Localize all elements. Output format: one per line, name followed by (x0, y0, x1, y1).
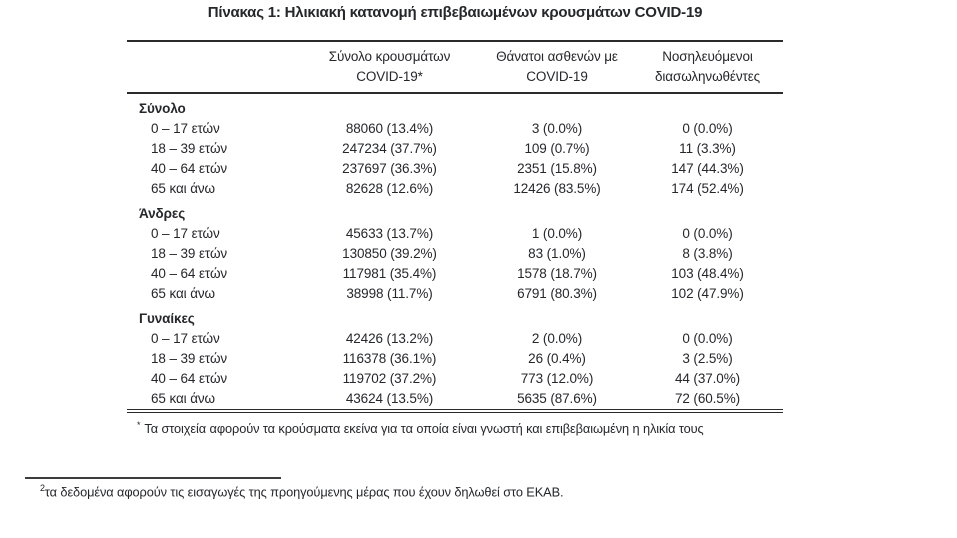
table-footnote-marker: * (137, 420, 141, 430)
table-row: 0 – 17 ετών 42426 (13.2%) 2 (0.0%) 0 (0.… (127, 329, 783, 349)
cell-total-cases: 42426 (13.2%) (345, 331, 434, 346)
cell-deaths: 773 (12.0%) (520, 371, 594, 386)
group-row-total: Σύνολο (127, 93, 783, 119)
group-label: Άνδρες (139, 206, 186, 221)
table-row: 65 και άνω 43624 (13.5%) 5635 (87.6%) 72… (127, 389, 783, 411)
cell-deaths: 3 (0.0%) (531, 121, 583, 136)
header-row: Σύνολο κρουσμάτων COVID-19* Θάνατοι ασθε… (127, 40, 783, 94)
cell-deaths: 1578 (18.7%) (517, 266, 597, 281)
column-header-line2: διασωληνωθέντες (654, 69, 761, 84)
column-header-line1: Θάνατοι ασθενών με (496, 49, 618, 64)
column-header-intubated: Νοσηλευόμενοι διασωληνωθέντες (632, 40, 783, 94)
cell-intubated: 102 (47.9%) (671, 286, 744, 301)
cell-intubated: 0 (0.0%) (682, 331, 733, 346)
cell-deaths: 26 (0.4%) (528, 351, 586, 366)
table-row: 0 – 17 ετών 88060 (13.4%) 3 (0.0%) 0 (0.… (127, 119, 783, 139)
age-band-label: 40 – 64 ετών (151, 371, 228, 386)
cell-deaths: 5635 (87.6%) (517, 391, 597, 406)
cell-intubated: 103 (48.4%) (671, 266, 744, 281)
table-footnote-text: Τα στοιχεία αφορούν τα κρούσματα εκείνα … (144, 421, 704, 437)
cell-total-cases: 43624 (13.5%) (345, 391, 434, 406)
cell-deaths: 109 (0.7%) (524, 141, 590, 156)
table-row: 65 και άνω 38998 (11.7%) 6791 (80.3%) 10… (127, 284, 783, 304)
age-band-label: 0 – 17 ετών (151, 226, 220, 241)
table-row: 40 – 64 ετών 117981 (35.4%) 1578 (18.7%)… (127, 264, 783, 284)
cell-intubated: 11 (3.3%) (679, 141, 736, 156)
table-title: Πίνακας 1: Ηλικιακή κατανομή επιβεβαιωμέ… (207, 4, 703, 21)
age-band-label: 65 και άνω (151, 286, 216, 301)
page-footnote-text: τα δεδομένα αφορούν τις εισαγωγές της πρ… (44, 484, 564, 500)
cell-total-cases: 116378 (36.1%) (342, 351, 437, 366)
cell-deaths: 2 (0.0%) (531, 331, 583, 346)
age-band-label: 18 – 39 ετών (151, 141, 228, 156)
table-row: 40 – 64 ετών 237697 (36.3%) 2351 (15.8%)… (127, 159, 783, 179)
cell-total-cases: 119702 (37.2%) (342, 371, 437, 386)
age-band-label: 65 και άνω (151, 181, 216, 196)
cell-intubated: 72 (60.5%) (674, 391, 741, 406)
table-row: 65 και άνω 82628 (12.6%) 12426 (83.5%) 1… (127, 179, 783, 199)
column-header-line2: COVID-19* (356, 69, 423, 84)
table-row: 18 – 39 ετών 130850 (39.2%) 83 (1.0%) 8 … (127, 244, 783, 264)
cell-total-cases: 38998 (11.7%) (346, 286, 433, 301)
group-row-men: Άνδρες (127, 199, 783, 224)
column-header-line1: Σύνολο κρουσμάτων (328, 49, 451, 64)
cell-total-cases: 45633 (13.7%) (345, 226, 434, 241)
cell-deaths: 83 (1.0%) (528, 246, 586, 261)
age-band-label: 0 – 17 ετών (151, 331, 220, 346)
cell-deaths: 6791 (80.3%) (517, 286, 597, 301)
cell-total-cases: 88060 (13.4%) (345, 121, 434, 136)
page-footnote-marker: 2 (40, 483, 45, 493)
cell-intubated: 3 (2.5%) (682, 351, 733, 366)
table-row: 18 – 39 ετών 247234 (37.7%) 109 (0.7%) 1… (127, 139, 783, 159)
page-footnote: 2τα δεδομένα αφορούν τις εισαγωγές της π… (25, 477, 564, 499)
table-footnote: * Τα στοιχεία αφορούν τα κρούσματα εκείνα… (127, 420, 783, 436)
age-band-label: 40 – 64 ετών (151, 266, 228, 281)
age-band-label: 40 – 64 ετών (151, 161, 228, 176)
cell-intubated: 147 (44.3%) (671, 161, 744, 176)
group-label: Σύνολο (139, 101, 186, 116)
column-header-total-cases: Σύνολο κρουσμάτων COVID-19* (297, 40, 482, 94)
footnote-divider (25, 477, 281, 479)
table-row: 0 – 17 ετών 45633 (13.7%) 1 (0.0%) 0 (0.… (127, 224, 783, 244)
cell-total-cases: 247234 (37.7%) (342, 141, 437, 156)
cell-deaths: 1 (0.0%) (531, 226, 583, 241)
column-header-line2: COVID-19 (526, 69, 588, 84)
age-band-label: 18 – 39 ετών (151, 351, 228, 366)
table-row: 40 – 64 ετών 119702 (37.2%) 773 (12.0%) … (127, 369, 783, 389)
cell-total-cases: 130850 (39.2%) (342, 246, 437, 261)
column-header-deaths: Θάνατοι ασθενών με COVID-19 (482, 40, 632, 94)
group-label: Γυναίκες (139, 311, 195, 326)
cell-intubated: 0 (0.0%) (682, 226, 733, 241)
age-band-label: 0 – 17 ετών (151, 121, 220, 136)
cell-intubated: 8 (3.8%) (682, 246, 733, 261)
covid-age-distribution-table: Σύνολο κρουσμάτων COVID-19* Θάνατοι ασθε… (127, 40, 783, 413)
page-footnote-line: 2τα δεδομένα αφορούν τις εισαγωγές της π… (25, 483, 564, 499)
table-row: 18 – 39 ετών 116378 (36.1%) 26 (0.4%) 3 … (127, 349, 783, 369)
group-row-women: Γυναίκες (127, 304, 783, 329)
cell-intubated: 0 (0.0%) (682, 121, 733, 136)
cell-intubated: 174 (52.4%) (671, 181, 744, 196)
report-table-section: Πίνακας 1: Ηλικιακή κατανομή επιβεβαιωμέ… (127, 0, 783, 436)
column-header-line1: Νοσηλευόμενοι (662, 49, 753, 64)
cell-total-cases: 237697 (36.3%) (342, 161, 437, 176)
age-band-label: 18 – 39 ετών (151, 246, 228, 261)
cell-total-cases: 82628 (12.6%) (345, 181, 434, 196)
cell-deaths: 2351 (15.8%) (517, 161, 597, 176)
age-band-label: 65 και άνω (151, 391, 216, 406)
column-header-blank (127, 40, 297, 94)
cell-intubated: 44 (37.0%) (674, 371, 741, 386)
cell-total-cases: 117981 (35.4%) (342, 266, 437, 281)
cell-deaths: 12426 (83.5%) (513, 181, 601, 196)
